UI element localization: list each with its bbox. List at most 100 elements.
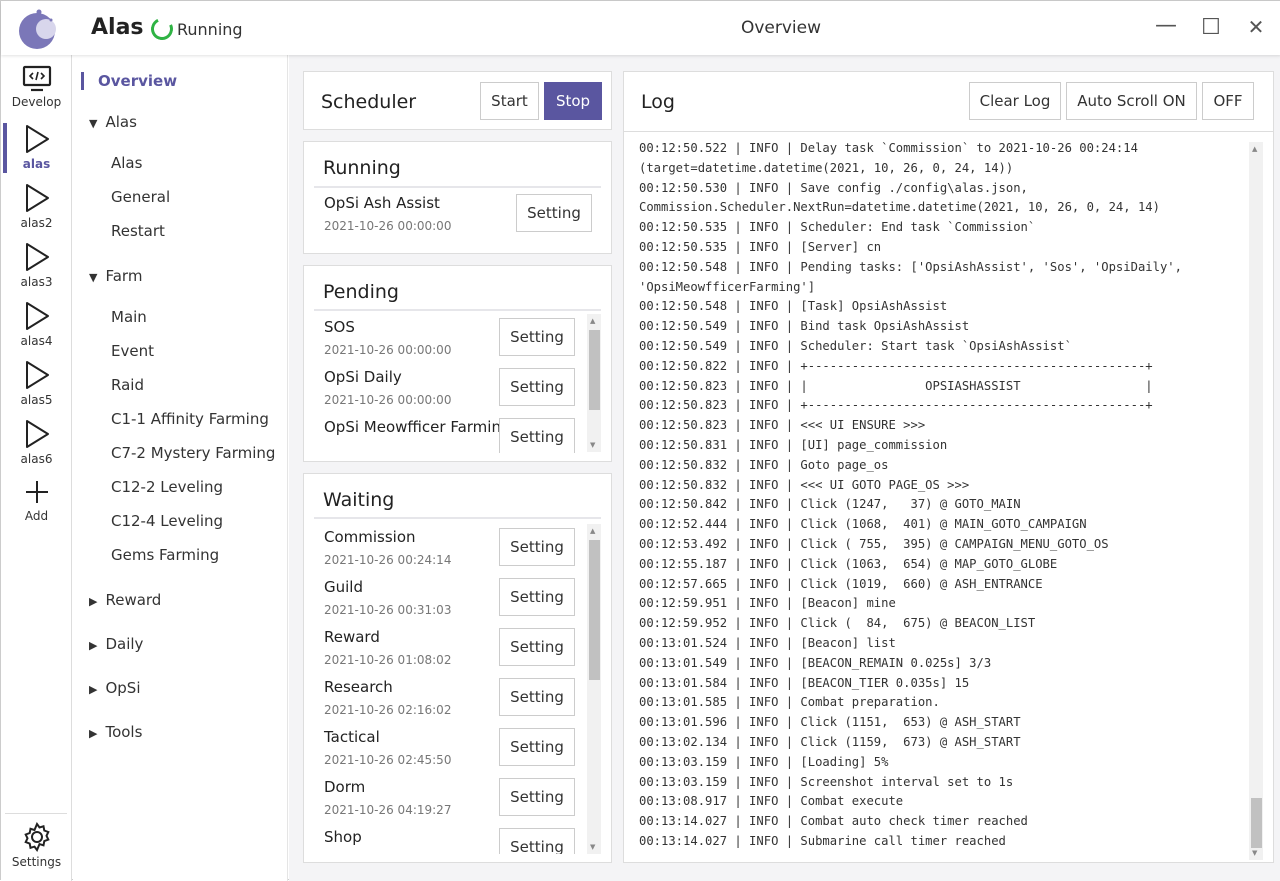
task-name: Shop (324, 828, 362, 846)
rail-alas[interactable]: alas (1, 123, 72, 173)
group-label: Farm (105, 267, 143, 285)
sidebar-item[interactable]: Main (111, 308, 147, 326)
task-setting-button[interactable]: Setting (516, 194, 592, 232)
sidebar-item[interactable]: Event (111, 342, 154, 360)
clear-log-button[interactable]: Clear Log (969, 82, 1061, 120)
rail-alas5[interactable]: alas5 (1, 359, 72, 407)
caret-down-icon: ▼ (89, 271, 98, 284)
log-line: 00:12:55.187 | INFO | Click (1063, 654) … (639, 556, 1058, 571)
sidebar-item[interactable]: General (111, 188, 171, 206)
task-name: Guild (324, 578, 363, 596)
task-setting-button[interactable]: Setting (499, 528, 575, 566)
log-line: 00:12:50.549 | INFO | Bind task OpsiAshA… (639, 319, 970, 334)
sidebar-item[interactable]: Gems Farming (111, 546, 220, 564)
play-icon (25, 361, 49, 389)
task-item: OpSi Ash Assist 2021-10-26 00:00:00 Settin… (304, 194, 592, 244)
rail-alas3[interactable]: alas3 (1, 241, 72, 289)
sidebar-item[interactable]: Raid (111, 376, 144, 394)
sidebar-group-opsi[interactable]: ▶ OpSi (89, 679, 141, 697)
sidebar-group-reward[interactable]: ▶ Reward (89, 591, 161, 609)
task-time: 2021-10-26 00:31:03 (324, 603, 452, 617)
log-line: 00:12:50.823 | INFO | <<< UI ENSURE >>> (639, 418, 926, 433)
task-setting-button[interactable]: Setting (499, 728, 575, 766)
log-title: Log (641, 91, 675, 113)
scheduler-panel: Scheduler Start Stop (303, 71, 612, 130)
rail-label: alas2 (20, 216, 53, 230)
log-line: 'OpsiMeowfficerFarming'] (639, 279, 816, 294)
log-line: 00:12:59.952 | INFO | Click ( 84, 675) @… (639, 616, 1036, 631)
task-setting-button[interactable]: Setting (499, 368, 575, 406)
pending-scrollbar[interactable]: ▲ ▼ (587, 314, 601, 452)
sidebar-group-tools[interactable]: ▶ Tools (89, 723, 142, 741)
play-icon (25, 243, 49, 271)
log-line: 00:13:03.159 | INFO | Screenshot interva… (639, 774, 1014, 789)
log-line: 00:12:50.842 | INFO | Click (1247, 37) @… (639, 497, 1021, 512)
window-title: Overview (740, 18, 822, 38)
auto-scroll-off-button[interactable]: OFF (1202, 82, 1254, 120)
rail-alas2[interactable]: alas2 (1, 182, 72, 230)
stop-button[interactable]: Stop (544, 82, 602, 120)
task-name: OpSi Meowfficer Farming (324, 418, 511, 436)
run-status: Running (177, 20, 243, 39)
sidebar-item[interactable]: Alas (111, 154, 143, 172)
rail-settings[interactable]: Settings (1, 821, 72, 869)
log-line: 00:12:50.522 | INFO | Delay task `Commis… (639, 141, 1138, 155)
task-name: Tactical (324, 728, 380, 746)
task-setting-button[interactable]: Setting (499, 778, 575, 816)
auto-scroll-on-button[interactable]: Auto Scroll ON (1066, 82, 1197, 120)
sidebar-group-alas[interactable]: ▼ Alas (89, 113, 137, 131)
sidebar-group-daily[interactable]: ▶ Daily (89, 635, 143, 653)
group-label: Daily (105, 635, 144, 653)
log-line: 00:12:50.549 | INFO | Scheduler: Start t… (639, 338, 1072, 353)
task-setting-button[interactable]: Setting (499, 628, 575, 666)
log-line: 00:12:50.822 | INFO | +-----------------… (639, 358, 1153, 373)
log-line: 00:12:50.535 | INFO | Scheduler: End tas… (639, 220, 1036, 235)
log-line: 00:12:50.530 | INFO | Save config ./conf… (639, 180, 1028, 195)
sidebar-item[interactable]: C7-2 Mystery Farming (111, 444, 276, 462)
log-line: 00:12:59.951 | INFO | [Beacon] mine (639, 596, 896, 611)
close-button[interactable]: ✕ (1247, 15, 1265, 39)
title-bar: Alas Running Overview — ☐ ✕ (1, 1, 1280, 55)
log-output: 00:12:50.522 | INFO | Delay task `Commis… (639, 139, 1247, 851)
task-setting-button[interactable]: Setting (499, 578, 575, 616)
sidebar-item[interactable]: Restart (111, 222, 165, 240)
sidebar-item[interactable]: C12-4 Leveling (111, 512, 224, 530)
log-line: 00:12:50.823 | INFO | | OPSIASHASSIST | (639, 378, 1153, 393)
divider (314, 517, 601, 519)
log-line: 00:13:01.549 | INFO | [BEACON_REMAIN 0.0… (639, 655, 992, 670)
group-label: Reward (105, 591, 162, 609)
task-setting-button[interactable]: Setting (499, 418, 575, 453)
log-scrollbar[interactable]: ▲ ▼ (1249, 142, 1263, 860)
task-time: 2021-10-26 00:24:14 (324, 553, 452, 567)
rail-add[interactable]: Add (1, 477, 72, 523)
sidebar-item-overview[interactable]: Overview (81, 72, 177, 90)
log-line: 00:12:50.831 | INFO | [UI] page_commissi… (639, 437, 948, 452)
log-line: 00:13:03.159 | INFO | [Loading] 5% (639, 754, 889, 769)
rail-alas4[interactable]: alas4 (1, 300, 72, 348)
sidebar-group-farm[interactable]: ▼ Farm (89, 267, 142, 285)
maximize-button[interactable]: ☐ (1201, 15, 1221, 40)
task-item: SOS 2021-10-26 00:00:00 Setting (304, 318, 586, 368)
log-line: 00:13:01.584 | INFO | [BEACON_TIER 0.035… (639, 675, 970, 690)
play-icon (25, 184, 49, 212)
log-line: 00:12:50.823 | INFO | +-----------------… (639, 398, 1153, 413)
log-line: 00:13:02.134 | INFO | Click (1159, 673) … (639, 734, 1021, 749)
rail-label: alas4 (20, 334, 53, 348)
code-monitor-icon (22, 65, 51, 92)
gear-icon (23, 821, 50, 853)
task-name: Dorm (324, 778, 366, 796)
task-name: Commission (324, 528, 416, 546)
sidebar: Overview ▼ Alas Alas General Restart ▼ Farm Mai… (73, 55, 288, 881)
rail-develop[interactable]: Develop (1, 65, 72, 109)
start-button[interactable]: Start (480, 82, 539, 120)
task-setting-button[interactable]: Setting (499, 828, 575, 854)
rail-label: alas3 (20, 275, 53, 289)
rail-alas6[interactable]: alas6 (1, 418, 72, 466)
task-setting-button[interactable]: Setting (499, 318, 575, 356)
task-setting-button[interactable]: Setting (499, 678, 575, 716)
sidebar-item[interactable]: C1-1 Affinity Farming (111, 410, 269, 428)
waiting-scrollbar[interactable]: ▲ ▼ (587, 524, 601, 854)
minimize-button[interactable]: — (1155, 13, 1177, 38)
waiting-title: Waiting (323, 489, 395, 511)
sidebar-item[interactable]: C12-2 Leveling (111, 478, 224, 496)
